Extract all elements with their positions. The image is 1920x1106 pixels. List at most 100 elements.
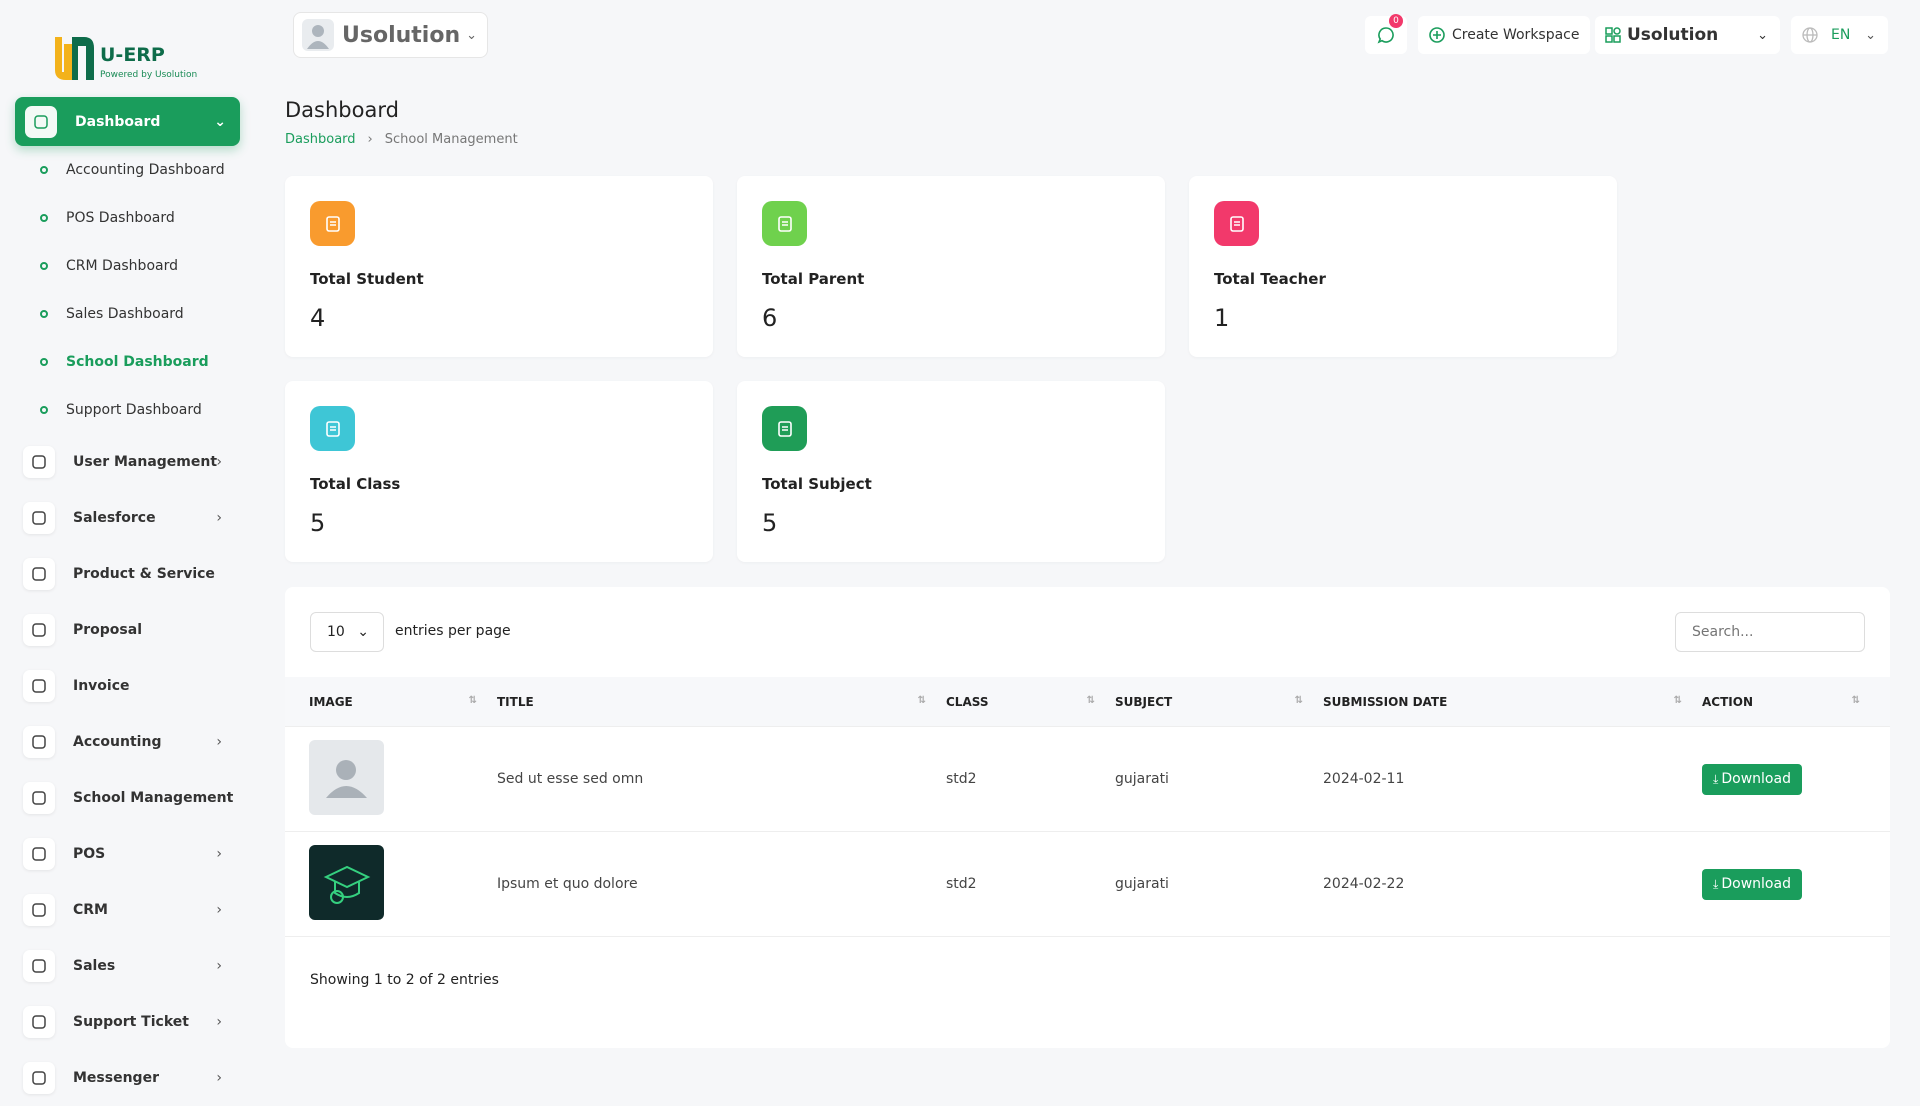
column-title: TITLE xyxy=(497,694,534,709)
nav-item[interactable]: Sales › xyxy=(15,938,240,994)
entries-label: entries per page xyxy=(395,623,511,639)
icon-glyph xyxy=(32,791,46,805)
icon-glyph xyxy=(32,455,46,469)
nav-item[interactable]: Invoice xyxy=(15,658,240,714)
chevron: › xyxy=(216,510,222,526)
sort-icon: ⇅ xyxy=(917,694,926,706)
subject-cell: gujarati xyxy=(1115,771,1169,787)
table-row: Sed ut esse sed omn std2 gujarati 2024-02-1… xyxy=(285,727,1890,832)
nav-subitem[interactable]: Accounting Dashboard xyxy=(15,146,240,194)
stat-value: 6 xyxy=(762,304,778,332)
download-icon: ⤓ xyxy=(1713,771,1719,786)
nav-icon xyxy=(23,558,55,590)
breadcrumb-link[interactable]: Dashboard xyxy=(285,132,356,147)
icon-glyph xyxy=(325,420,340,437)
column-title: ACTION xyxy=(1702,694,1753,709)
nav-label: Proposal xyxy=(73,622,143,638)
plus-icon xyxy=(1429,27,1445,43)
column-header[interactable]: CLASS ⇅ xyxy=(946,695,1115,709)
column-header[interactable]: SUBJECT ⇅ xyxy=(1115,695,1323,709)
workspace-select[interactable]: Usolution ⌄ xyxy=(293,12,488,58)
nav-item[interactable]: School Management › xyxy=(15,770,240,826)
sort-icon: ⇅ xyxy=(1086,694,1095,706)
nav-item[interactable]: User Management › xyxy=(15,434,240,490)
icon-glyph xyxy=(32,903,46,917)
nav-menu: Dashboard ⌄ Accounting Dashboard POS Dashbo… xyxy=(15,97,240,1106)
nav-item[interactable]: Support Ticket › xyxy=(15,994,240,1050)
nav-label: Product & Service xyxy=(73,566,215,582)
chat-icon xyxy=(1377,27,1394,44)
icon-glyph xyxy=(32,1071,46,1085)
table-header: IMAGE ⇅ TITLE ⇅ CLASS ⇅ SUBJECT ⇅ SUBMISSION DAT… xyxy=(285,677,1890,727)
nav-sublabel: POS Dashboard xyxy=(66,210,175,226)
icon-glyph xyxy=(32,847,46,861)
stat-icon xyxy=(310,201,355,246)
column-header[interactable]: ACTION ⇅ xyxy=(1702,695,1890,709)
table-panel: 10⌄ entries per page IMAGE⇅TITLE⇅CLASS⇅S… xyxy=(285,587,1890,1048)
icon-glyph xyxy=(32,735,46,749)
page-size-select[interactable]: 10 ⌄ xyxy=(310,612,384,652)
nav-item[interactable]: Product & Service xyxy=(15,546,240,602)
download-button[interactable]: ⤓ Download xyxy=(1702,868,1802,900)
title-cell: Ipsum et quo dolore xyxy=(497,876,638,892)
nav-item[interactable]: POS › xyxy=(15,826,240,882)
nav-subitem[interactable]: School Dashboard xyxy=(15,338,240,386)
bullet xyxy=(40,406,48,414)
column-header[interactable]: IMAGE ⇅ xyxy=(309,695,497,709)
class-cell: std2 xyxy=(946,876,977,892)
breadcrumb: Dashboard › School Management xyxy=(285,132,518,147)
create-workspace-label: Create Workspace xyxy=(1452,27,1580,43)
workspace-name: Usolution xyxy=(342,22,461,48)
nav-label: Accounting xyxy=(73,734,162,750)
create-workspace-button[interactable]: Create Workspace xyxy=(1418,16,1590,54)
download-button[interactable]: ⤓ Download xyxy=(1702,763,1802,795)
bullet xyxy=(40,214,48,222)
nav-subitem[interactable]: Sales Dashboard xyxy=(15,290,240,338)
nav-label: Sales xyxy=(73,958,116,974)
bullet xyxy=(40,310,48,318)
chevron: › xyxy=(216,1070,222,1086)
image-cell xyxy=(309,844,497,924)
nav-item[interactable]: Messenger › xyxy=(15,1050,240,1106)
stat-icon xyxy=(762,201,807,246)
nav-icon xyxy=(23,502,55,534)
language-select[interactable]: EN ⌄ xyxy=(1791,16,1888,54)
nav-icon xyxy=(23,726,55,758)
chevron: › xyxy=(216,958,222,974)
search-input[interactable] xyxy=(1675,612,1865,652)
nav-item[interactable]: Salesforce › xyxy=(15,490,240,546)
image-cell xyxy=(309,739,497,819)
nav-item[interactable]: Accounting › xyxy=(15,714,240,770)
column-header[interactable]: SUBMISSION DATE ⇅ xyxy=(1323,695,1702,709)
chevron: ⌄ xyxy=(1865,27,1876,43)
company-select[interactable]: Usolution ⌄ xyxy=(1595,16,1780,54)
column-header[interactable]: TITLE ⇅ xyxy=(497,695,946,709)
page: Dashboard {"logo": {"title": "U-ERP", "s… xyxy=(15,12,1890,1086)
grid-icon xyxy=(1605,27,1621,43)
nav-icon xyxy=(23,670,55,702)
stat-value: 5 xyxy=(762,509,778,537)
nav-icon xyxy=(23,894,55,926)
body: U-ERP Powered by Usolution Dashboard ⌄ Acc… xyxy=(15,12,1890,1086)
stat-value: 5 xyxy=(310,509,326,537)
stat-icon xyxy=(1214,201,1259,246)
nav-item[interactable]: CRM › xyxy=(15,882,240,938)
logo-subtitle: Powered by Usolution xyxy=(100,70,198,80)
messages-button[interactable]: 0 xyxy=(1365,14,1407,54)
nav-icon xyxy=(23,1062,55,1094)
chevron: ⌄ xyxy=(466,27,477,43)
nav-item[interactable]: Dashboard ⌄ xyxy=(15,97,240,146)
nav-subitem[interactable]: POS Dashboard xyxy=(15,194,240,242)
icon-glyph xyxy=(777,215,792,232)
notification-badge: 0 xyxy=(1389,14,1403,28)
stat-value: 1 xyxy=(1214,304,1230,332)
stat-label: Total Parent xyxy=(762,270,865,288)
icon-glyph xyxy=(32,567,46,581)
icon-glyph xyxy=(777,420,792,437)
nav-item[interactable]: Proposal xyxy=(15,602,240,658)
nav-subitem[interactable]: Support Dashboard xyxy=(15,386,240,434)
nav-subitem[interactable]: CRM Dashboard xyxy=(15,242,240,290)
stat-card: Total Class 5 xyxy=(285,381,713,562)
thumbnail-image xyxy=(309,844,384,920)
chevron: ⌄ xyxy=(1757,27,1768,43)
